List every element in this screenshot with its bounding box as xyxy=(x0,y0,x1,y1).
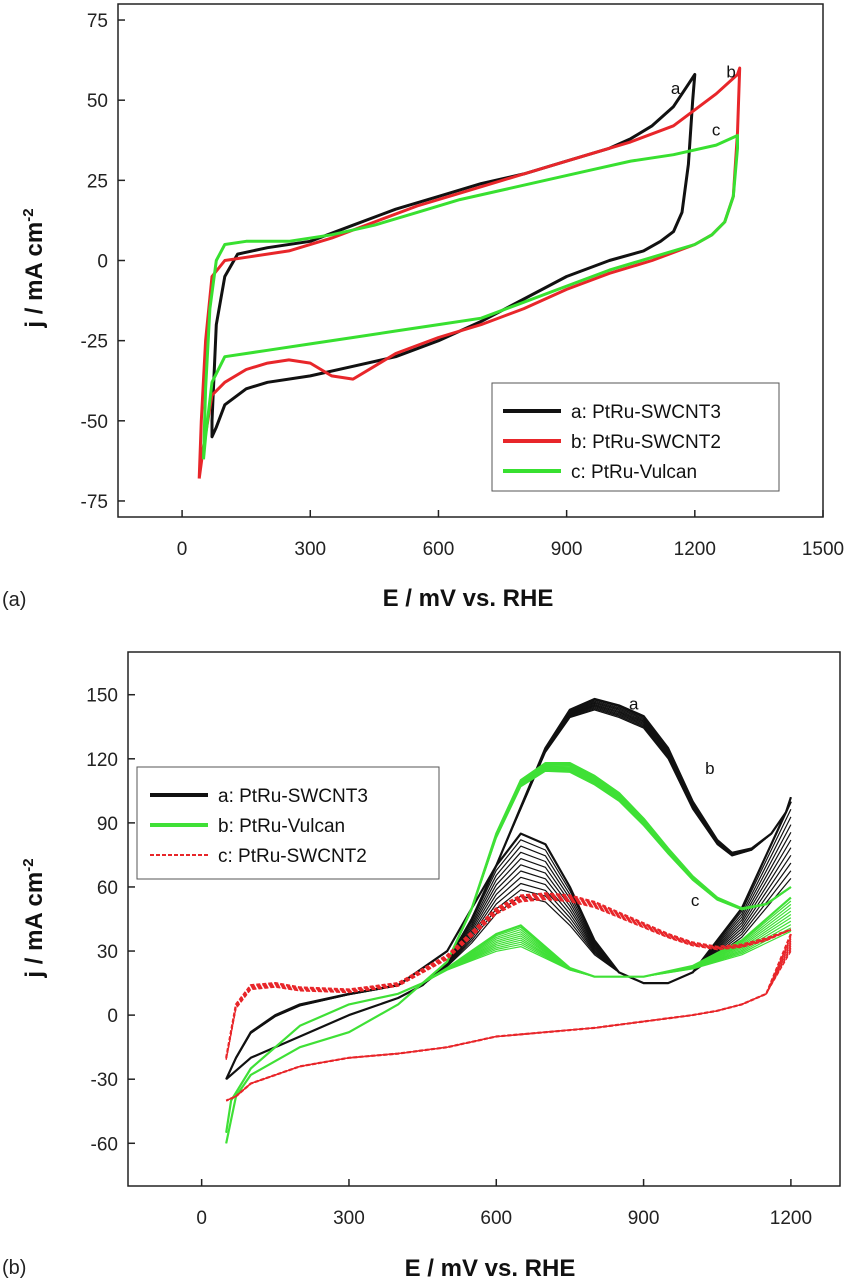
panel-label-a: (a) xyxy=(2,589,26,611)
series-line-a xyxy=(210,73,697,439)
y-tick-label-b: 0 xyxy=(107,1006,118,1027)
y-tick-label-a: 75 xyxy=(87,11,108,32)
series-anodic-cycle-a xyxy=(225,697,792,1080)
series-cathodic-cycle-c xyxy=(225,933,792,1102)
legend-label-a: a: PtRu-SWCNT3 xyxy=(218,786,368,807)
y-tick-label-a: 0 xyxy=(97,252,108,273)
legend-b: a: PtRu-SWCNT3 b: PtRu-Vulcan c: PtRu-SWCN… xyxy=(136,766,440,880)
x-tick-label-b: 900 xyxy=(628,1208,660,1229)
x-tick-label-a: 300 xyxy=(294,539,326,560)
y-tick-label-b: 30 xyxy=(97,942,118,963)
series-cathodic-cycle-b xyxy=(225,917,792,1133)
series-anodic-cycle-c xyxy=(225,894,792,1059)
y-axis-title-b-main: j / mA cm xyxy=(21,872,48,979)
y-tick-label-b: 90 xyxy=(97,814,118,835)
y-tick-label-a: -50 xyxy=(81,412,108,433)
y-tick-label-a: 25 xyxy=(87,171,108,192)
x-axis-title-b: E / mV vs. RHE xyxy=(405,1255,576,1280)
x-tick-label-b: 300 xyxy=(333,1208,365,1229)
legend-label-a: a: PtRu-SWCNT3 xyxy=(571,402,721,423)
curve-label-c: c xyxy=(691,891,700,910)
chart-panel-b: 0 300 600 900 1200 -60 -30 0 30 60 90 120 150 a b c a:… xyxy=(2,651,841,1280)
series-anodic-cycle-c xyxy=(225,892,792,1058)
chart-panel-a: 0 300 600 900 1200 1500 -75 -50 -25 0 25 50 75 a b c a… xyxy=(2,3,845,612)
y-tick-label-a: -75 xyxy=(81,492,108,513)
curve-labels-b: a b c xyxy=(629,695,715,911)
y-tick-label-a: -25 xyxy=(81,332,108,353)
x-tick-label-b: 1200 xyxy=(770,1208,812,1229)
series-cathodic-cycle-a xyxy=(225,801,792,1081)
series-cathodic-cycle-c xyxy=(225,944,792,1102)
curve-label-a: a xyxy=(629,695,639,714)
curve-label-c: c xyxy=(712,120,721,139)
series-cathodic-cycle-b xyxy=(225,903,792,1133)
legend-a: a: PtRu-SWCNT3 b: PtRu-SWCNT2 c: PtRu-Vulc… xyxy=(491,382,780,492)
curve-labels-a: a b c xyxy=(671,63,736,140)
series-cathodic-cycle-c xyxy=(225,950,792,1102)
series-cathodic-cycle-b xyxy=(225,920,792,1133)
x-tick-label-a: 0 xyxy=(177,539,188,560)
y-tick-label-b: 120 xyxy=(86,750,118,771)
x-axis-title-a: E / mV vs. RHE xyxy=(383,585,554,612)
series-cathodic-cycle-a xyxy=(225,870,792,1080)
x-tick-label-b: 0 xyxy=(196,1208,207,1229)
x-tick-label-b: 600 xyxy=(480,1208,512,1229)
series-group-b xyxy=(225,697,792,1144)
legend-label-c: c: PtRu-SWCNT2 xyxy=(218,846,367,867)
series-anodic-cycle-c xyxy=(225,893,792,1059)
y-axis-title-a-sup: -2 xyxy=(20,208,37,221)
y-axis-title-b-sup: -2 xyxy=(20,858,37,871)
series-anodic-cycle-b xyxy=(225,762,792,1144)
y-tick-label-b: 60 xyxy=(97,878,118,899)
series-cathodic-cycle-c xyxy=(225,945,792,1102)
series-cathodic-cycle-c xyxy=(225,949,792,1102)
legend-label-b: b: PtRu-Vulcan xyxy=(218,816,345,837)
series-anodic-cycle-c xyxy=(225,894,792,1059)
y-axis-title-a-main: j / mA cm xyxy=(21,222,48,329)
y-tick-label-b: -60 xyxy=(91,1134,118,1155)
x-tick-label-a: 1500 xyxy=(802,539,844,560)
panel-label-b: (b) xyxy=(2,1257,26,1279)
y-tick-label-a: 50 xyxy=(87,91,108,112)
axes-a: 0 300 600 900 1200 1500 -75 -50 -25 0 25 50 75 xyxy=(81,11,845,560)
y-tick-label-b: 150 xyxy=(86,686,118,707)
curve-label-b: b xyxy=(726,63,735,82)
x-tick-label-a: 600 xyxy=(423,539,455,560)
y-tick-label-b: -30 xyxy=(91,1070,118,1091)
series-anodic-cycle-c xyxy=(225,895,792,1059)
curve-label-b: b xyxy=(705,759,714,778)
series-cathodic-cycle-b xyxy=(225,896,792,1133)
x-tick-label-a: 1200 xyxy=(674,539,716,560)
x-tick-label-a: 900 xyxy=(551,539,583,560)
series-cathodic-cycle-a xyxy=(225,862,792,1080)
plot-frame-b xyxy=(127,651,841,1187)
y-axis-title-a: j / mA cm-2 xyxy=(20,208,48,328)
series-cathodic-cycle-c xyxy=(225,947,792,1102)
series-line-c xyxy=(202,134,739,460)
y-axis-title-b: j / mA cm-2 xyxy=(20,858,48,978)
axes-b: 0 300 600 900 1200 -60 -30 0 30 60 90 120 150 xyxy=(86,686,812,1229)
legend-label-c: c: PtRu-Vulcan xyxy=(571,462,697,483)
legend-label-b: b: PtRu-SWCNT2 xyxy=(571,432,721,453)
series-group-a xyxy=(197,66,742,479)
curve-label-a: a xyxy=(671,79,681,98)
